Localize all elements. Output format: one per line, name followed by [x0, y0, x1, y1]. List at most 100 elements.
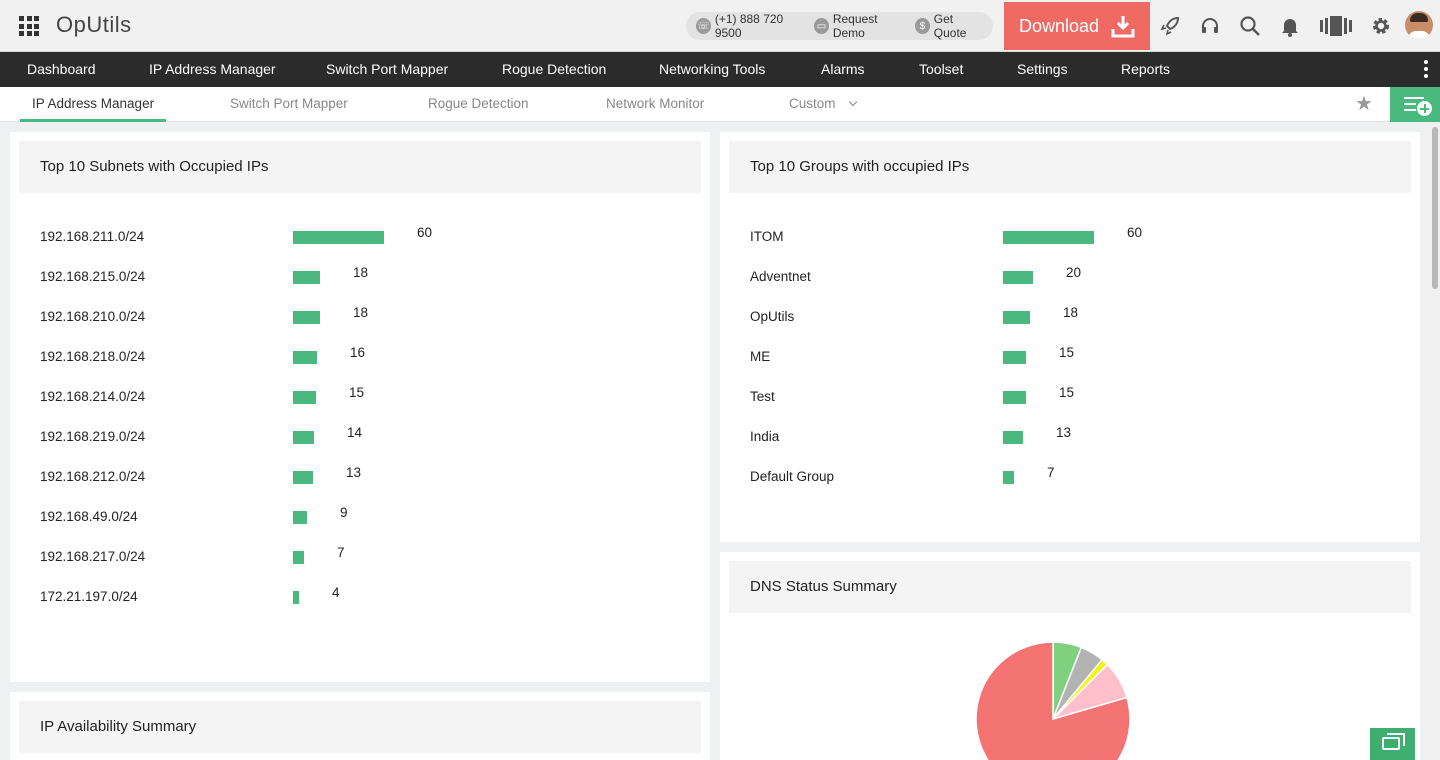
tab-custom[interactable]: Custom	[789, 87, 857, 122]
dns-widget-header: DNS Status Summary	[729, 561, 1411, 613]
nav-reports[interactable]: Reports	[1121, 61, 1171, 77]
bar-value: 18	[353, 265, 369, 280]
user-avatar[interactable]	[1405, 11, 1433, 39]
bar-value: 14	[347, 425, 363, 440]
nav-alarms[interactable]: Alarms	[821, 61, 865, 77]
nav-toolset[interactable]: Toolset	[919, 61, 964, 77]
nav-settings[interactable]: Settings	[1017, 61, 1068, 77]
bar-label[interactable]: 192.168.211.0/24	[40, 229, 145, 244]
bar-value: 20	[1066, 265, 1082, 280]
bar-row: 192.168.210.0/24 18	[10, 300, 690, 326]
bar[interactable]	[1003, 311, 1030, 324]
bar[interactable]	[293, 311, 320, 324]
bar-label[interactable]: 192.168.219.0/24	[40, 429, 146, 444]
bar[interactable]	[1003, 231, 1094, 244]
bar-label[interactable]: 172.21.197.0/24	[40, 589, 138, 604]
nav-networking-tools[interactable]: Networking Tools	[659, 61, 766, 77]
bar[interactable]	[1003, 471, 1014, 484]
bar[interactable]	[1003, 431, 1023, 444]
chat-icon	[1382, 737, 1400, 750]
groups-widget: Top 10 Groups with occupied IPs ITOM 60 Ad…	[720, 132, 1420, 542]
headset-icon[interactable]	[1198, 14, 1222, 38]
nav-switch-port-mapper[interactable]: Switch Port Mapper	[326, 61, 449, 77]
tab-ip-address-manager[interactable]: IP Address Manager	[20, 87, 167, 122]
bar-row: India 13	[720, 420, 1400, 446]
get-quote-link[interactable]: $ Get Quote	[914, 12, 985, 40]
bar-label[interactable]: 192.168.210.0/24	[40, 309, 146, 324]
bar-value: 60	[417, 225, 433, 240]
bar-label[interactable]: 192.168.217.0/24	[40, 549, 146, 564]
ip-availability-widget: IP Availability Summary	[10, 692, 710, 760]
star-icon[interactable]: ★	[1355, 93, 1373, 115]
dollar-icon: $	[914, 18, 930, 34]
more-menu-icon[interactable]	[1424, 60, 1428, 78]
bar-label[interactable]: India	[750, 429, 780, 444]
bar-row: 192.168.211.0/24 60	[10, 220, 690, 246]
tab-network-monitor[interactable]: Network Monitor	[606, 96, 705, 111]
dns-widget: DNS Status Summary	[720, 552, 1420, 760]
widgets-icon[interactable]	[1320, 14, 1352, 38]
bar-label[interactable]: Default Group	[750, 469, 835, 484]
bar-label[interactable]: 192.168.49.0/24	[40, 509, 138, 524]
bar-value: 16	[350, 345, 366, 360]
scrollbar-thumb[interactable]	[1432, 127, 1438, 289]
bar-row: 192.168.49.0/24 9	[10, 500, 690, 526]
bar-row: 192.168.217.0/24 7	[10, 540, 690, 566]
bar[interactable]	[293, 231, 384, 244]
bar-row: 192.168.215.0/24 18	[10, 260, 690, 286]
request-demo-link[interactable]: ▭ Request Demo	[814, 12, 907, 40]
bar[interactable]	[293, 391, 316, 404]
add-widget-button[interactable]	[1390, 87, 1440, 122]
groups-widget-header: Top 10 Groups with occupied IPs	[729, 141, 1411, 193]
bar-value: 18	[1063, 305, 1079, 320]
ip-availability-widget-header: IP Availability Summary	[19, 701, 701, 753]
bar[interactable]	[293, 591, 299, 604]
bar-value: 15	[1059, 385, 1075, 400]
bell-icon[interactable]	[1278, 14, 1302, 38]
bar-label[interactable]: OpUtils	[750, 309, 795, 324]
dns-pie-chart	[975, 641, 1131, 760]
plus-icon	[1417, 101, 1432, 116]
phone-number: (+1) 888 720 9500	[714, 12, 784, 40]
download-button[interactable]: Download	[1004, 2, 1150, 50]
bar-value: 60	[1127, 225, 1143, 240]
bar[interactable]	[1003, 351, 1026, 364]
nav-dashboard[interactable]: Dashboard	[27, 61, 96, 77]
bar-label[interactable]: Adventnet	[750, 269, 811, 284]
bar[interactable]	[293, 431, 314, 444]
bar-row: 192.168.218.0/24 16	[10, 340, 690, 366]
bar-label[interactable]: 192.168.212.0/24	[40, 469, 146, 484]
search-icon[interactable]	[1238, 14, 1262, 38]
bar-value: 13	[1056, 425, 1072, 440]
bar[interactable]	[293, 351, 317, 364]
bar-label[interactable]: Test	[750, 389, 775, 404]
bar-value: 18	[353, 305, 369, 320]
pie-slice[interactable]	[975, 641, 1131, 760]
chat-button[interactable]	[1370, 728, 1415, 760]
bar-label[interactable]: 192.168.214.0/24	[40, 389, 146, 404]
bar[interactable]	[1003, 271, 1033, 284]
subnets-widget-title: Top 10 Subnets with Occupied IPs	[40, 158, 269, 175]
nav-rogue-detection[interactable]: Rogue Detection	[502, 61, 607, 77]
tab-rogue-detection[interactable]: Rogue Detection	[428, 96, 529, 111]
bar-label[interactable]: 192.168.215.0/24	[40, 269, 146, 284]
phone-link[interactable]: ☏ (+1) 888 720 9500	[696, 12, 806, 40]
nav-ip-address-manager[interactable]: IP Address Manager	[149, 61, 276, 77]
rocket-icon[interactable]	[1158, 14, 1182, 38]
bar-label[interactable]: 192.168.218.0/24	[40, 349, 146, 364]
app-grid-icon[interactable]	[19, 16, 39, 36]
groups-widget-title: Top 10 Groups with occupied IPs	[750, 158, 970, 175]
bar[interactable]	[293, 511, 307, 524]
bar[interactable]	[293, 471, 313, 484]
bar-label[interactable]: ITOM	[750, 229, 784, 244]
gear-icon[interactable]	[1369, 14, 1393, 38]
bar[interactable]	[293, 551, 304, 564]
bar-value: 9	[340, 505, 348, 520]
page-scrollbar[interactable]	[1430, 122, 1440, 760]
bar[interactable]	[1003, 391, 1026, 404]
bar[interactable]	[293, 271, 320, 284]
chevron-down-icon	[848, 97, 857, 107]
bar-label[interactable]: ME	[750, 349, 771, 364]
tab-switch-port-mapper[interactable]: Switch Port Mapper	[230, 96, 348, 111]
get-quote-label: Get Quote	[933, 12, 967, 40]
